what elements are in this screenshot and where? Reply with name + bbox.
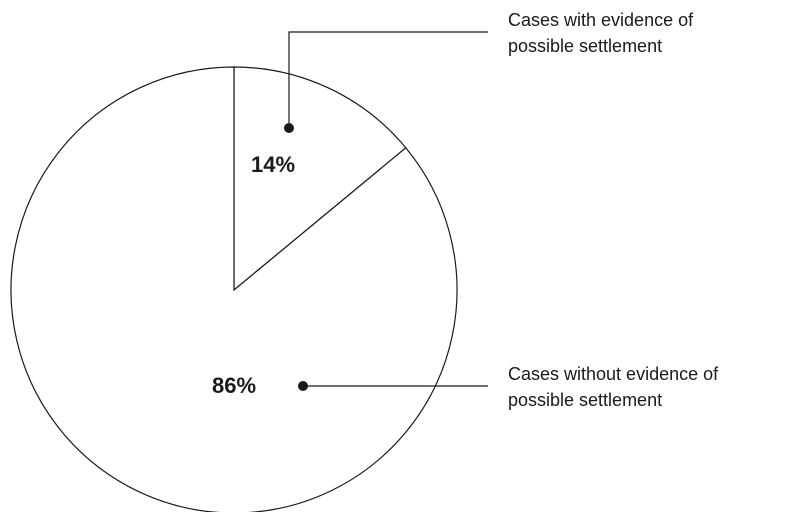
pie-slice-1-label-line-2: possible settlement: [508, 36, 662, 56]
pie-slice-2: [10, 66, 458, 512]
pie-slice-1-label-line-1: Cases with evidence of: [508, 10, 694, 30]
pie-slice-2-label-line-1: Cases without evidence of: [508, 364, 719, 384]
pie-slice-2-leader-dot: [298, 381, 308, 391]
pie-slice-2-value-label: 86%: [212, 373, 256, 398]
pie-slice-1-value-label: 14%: [251, 152, 295, 177]
pie-callouts: [284, 31, 488, 391]
pie-slice-1-leader-line: [288, 31, 488, 128]
pie-slice-2-label-line-2: possible settlement: [508, 390, 662, 410]
pie-slice-1-leader-dot: [284, 123, 294, 133]
pie-slice-1: [233, 66, 407, 292]
pie-slices: [10, 66, 458, 512]
pie-labels: 14% Cases with evidence of possible settle…: [212, 10, 719, 410]
